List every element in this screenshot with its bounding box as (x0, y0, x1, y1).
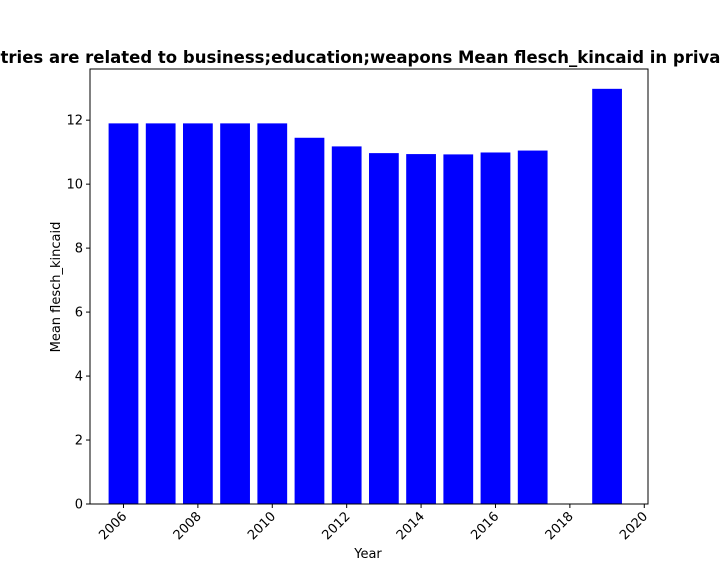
x-tick-label: 2018 (543, 509, 577, 543)
x-tick-label: 2008 (171, 509, 205, 543)
y-tick-label: 6 (75, 306, 83, 321)
x-tick-label: 2010 (245, 509, 279, 543)
bar-2007 (145, 123, 176, 504)
x-tick-label: 2016 (468, 509, 502, 543)
bar-2008 (183, 123, 213, 504)
bar-2012 (331, 146, 362, 504)
x-tick-label: 2020 (617, 509, 651, 543)
y-tick-label: 2 (75, 434, 83, 449)
x-axis-label: Year (353, 547, 382, 562)
bar-2015 (443, 154, 474, 504)
x-tick-label: 2014 (394, 509, 428, 543)
x-tick-label: 2006 (96, 509, 130, 543)
y-axis: 0 2 4 6 8 10 12 (66, 114, 90, 513)
bar-2019 (592, 88, 622, 505)
chart-title: Entries are related to business;educatio… (0, 48, 720, 67)
bars (108, 88, 622, 505)
y-tick-label: 12 (66, 114, 83, 129)
y-tick-label: 8 (75, 242, 83, 257)
bar-2006 (108, 123, 139, 504)
y-tick-label: 4 (75, 370, 83, 385)
bar-2009 (220, 123, 250, 504)
bar-2011 (294, 137, 325, 505)
bar-2013 (369, 153, 399, 504)
bar-2014 (406, 154, 436, 505)
bar-2010 (257, 123, 288, 504)
y-tick-label: 0 (75, 498, 83, 513)
plot-frame (89, 68, 649, 505)
y-axis-label: Mean flesch_kincaid (49, 222, 64, 353)
bar-2017 (517, 150, 548, 504)
x-tick-label: 2012 (320, 509, 354, 543)
y-tick-label: 10 (66, 178, 83, 193)
x-axis: 2006 2008 2010 2012 2014 2016 2018 2020 (96, 504, 651, 543)
bar-2016 (480, 152, 511, 504)
